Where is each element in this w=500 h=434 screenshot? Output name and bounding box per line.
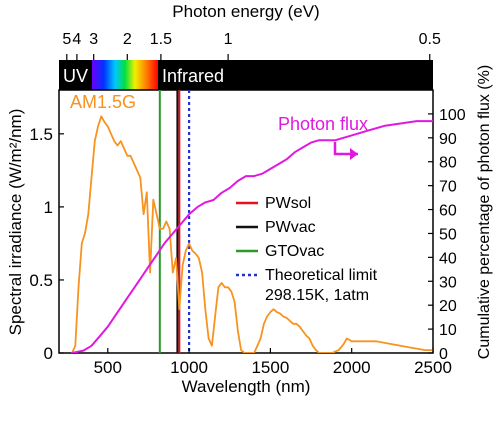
top-tick-label: 1.5 [150,31,172,48]
x-tick-label: 1500 [251,358,289,377]
legend-label: PWsol [265,195,311,212]
top-tick-label: 3 [89,31,98,48]
x-axis: 500 1000 1500 2000 2500 [94,348,452,377]
y-right-tick-label: 50 [439,226,457,243]
infrared-label: Infrared [162,66,224,86]
y-right-tick-label: 30 [439,274,457,291]
photon-flux-label: Photon flux [278,114,368,134]
plot-frame [58,89,434,354]
am15g-spectrum-line [71,115,433,353]
photon-flux-line [71,120,433,353]
x-tick-label: 2500 [414,358,452,377]
y-axis-right: 0 10 20 30 40 50 60 70 80 90 100 [428,107,466,363]
y-right-tick-label: 10 [439,322,457,339]
y-left-tick-label: 1.5 [29,125,53,144]
flux-layer [71,120,433,353]
top-axis: 5 4 3 2 1.5 1 0.5 [62,31,441,60]
y-right-tick-label: 80 [439,155,457,172]
y-axis-right-title: Cumulative percentage of photon flux (%) [476,65,493,359]
right-axis-arrow-icon [333,142,358,160]
top-tick-label: 5 [62,31,71,48]
x-axis-title: Wavelength (nm) [182,377,311,396]
y-right-tick-label: 70 [439,179,457,196]
y-right-tick-label: 90 [439,131,457,148]
y-left-tick-label: 0.5 [29,271,53,290]
y-right-tick-label: 20 [439,298,457,315]
y-left-tick-label: 0 [44,344,53,363]
top-axis-title: Photon energy (eV) [172,2,319,21]
y-left-tick-label: 1 [44,198,53,217]
legend-label: PWvac [265,219,316,236]
y-right-tick-label: 40 [439,250,457,267]
top-tick-label: 0.5 [419,31,441,48]
y-right-tick-label: 60 [439,203,457,220]
vertical-lines [158,90,191,353]
x-tick-label: 1000 [170,358,208,377]
x-tick-label: 500 [94,358,122,377]
y-axis-left-title: Spectral irradiance (W/m²/nm) [6,109,25,336]
legend: PWsol PWvac GTOvac Theoretical limit [236,195,378,284]
am15g-label: AM1.5G [70,92,136,112]
legend-label: GTOvac [265,243,324,260]
legend-label: Theoretical limit [265,267,378,284]
visible-rainbow [92,60,158,90]
uv-label: UV [63,66,88,86]
legend-extra: 298.15K, 1atm [265,287,369,304]
top-tick-label: 2 [123,31,132,48]
y-axis-left: 0 0.5 1 1.5 [29,125,64,363]
x-tick-label: 2000 [333,358,371,377]
top-tick-label: 1 [224,31,233,48]
top-tick-label: 4 [72,31,81,48]
am15g-layer [71,115,433,353]
y-right-tick-label: 100 [439,107,466,124]
y-right-tick-label: 0 [439,346,448,363]
